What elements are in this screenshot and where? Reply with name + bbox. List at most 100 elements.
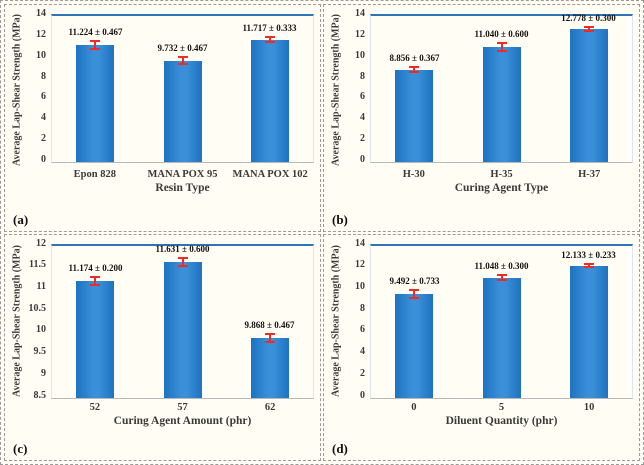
- panel-letter-label: (b): [332, 211, 348, 227]
- bar: [250, 39, 289, 162]
- y-axis-tick-label: 11.5: [29, 259, 46, 271]
- y-axis-tick-label: 6: [360, 91, 365, 103]
- y-axis-tick-label: 12: [36, 237, 46, 249]
- error-bar: [583, 263, 594, 269]
- y-axis-tick-label: 2: [360, 133, 365, 145]
- panel-letter-label: (d): [332, 441, 348, 456]
- bar: [163, 60, 202, 162]
- data-label: 11.174 ± 0.200: [68, 263, 123, 274]
- x-axis-category-labels: 0 5 10: [370, 402, 633, 413]
- error-bar: [409, 65, 420, 74]
- error-bar: [90, 276, 101, 287]
- x-axis-category-label: Epon 828: [73, 168, 116, 180]
- y-axis-tick-label: 11: [36, 280, 46, 292]
- y-axis-tick-label: 14: [355, 8, 365, 19]
- bar: [482, 46, 521, 162]
- y-axis-tick-label: 8: [41, 70, 46, 82]
- error-bar-line: [500, 274, 503, 281]
- error-bar-line: [181, 55, 184, 66]
- x-axis-title: Curing Agent Type: [454, 181, 549, 194]
- y-axis-tick-label: 0: [41, 154, 46, 165]
- error-bar-line: [268, 333, 271, 344]
- y-axis-tick-label: 4: [360, 346, 365, 358]
- y-axis-title: Average Lap-Shear Strength (MPa): [330, 14, 342, 166]
- y-axis-ticks: 0 2 4 6 8 10 12 14: [344, 238, 370, 401]
- y-axis-tick-label: 12: [355, 259, 365, 271]
- x-axis-category-label: H-37: [578, 168, 601, 180]
- chart-panel-c: Average Lap-Shear Strength (MPa) 8.5 9 9.5…: [4, 233, 321, 461]
- error-bar-line: [94, 40, 97, 50]
- x-axis-category-labels: Epon 828 MANA POX 95 MANA POX 102: [51, 169, 314, 180]
- x-axis-title: Diluent Quantity (phr): [445, 414, 558, 427]
- x-axis-category-label: H-35: [490, 168, 513, 180]
- error-bar: [496, 274, 507, 281]
- data-label: 8.856 ± 0.367: [389, 52, 440, 63]
- bar: [76, 44, 115, 162]
- x-axis-category-label: MANA POX 102: [232, 168, 308, 180]
- x-axis-category-label: 5: [498, 401, 505, 413]
- error-bar-line: [181, 256, 184, 267]
- error-bar: [90, 40, 101, 50]
- bar: [569, 28, 608, 162]
- y-axis-ticks: 0 2 4 6 8 10 12 14: [25, 8, 51, 165]
- bar: [250, 338, 289, 398]
- y-axis-tick-label: 6: [360, 324, 365, 336]
- bar: [569, 265, 608, 398]
- y-axis-tick-label: 4: [360, 112, 365, 124]
- data-label: 12.133 ± 0.233: [561, 250, 616, 261]
- data-label: 11.631 ± 0.600: [155, 243, 210, 254]
- x-axis-category-label: 10: [583, 401, 595, 413]
- x-axis-category-labels: H-30 H-35 H-37: [370, 169, 633, 180]
- x-axis-category-label: MANA POX 95: [147, 168, 218, 180]
- error-bar-line: [500, 41, 503, 52]
- y-axis-ticks: 0 2 4 6 8 10 12 14: [344, 8, 370, 165]
- y-axis-tick-label: 10.5: [28, 302, 47, 314]
- x-axis-category-label: 52: [89, 401, 101, 413]
- plot-area: 11.224 ± 0.467 9.732 ± 0.467 11.717 ± 0.33…: [51, 14, 314, 163]
- panel-letter-label: (c): [13, 441, 28, 456]
- y-axis-tick-label: 2: [41, 133, 46, 145]
- y-axis-tick-label: 9.5: [33, 346, 47, 358]
- error-bar-line: [94, 276, 97, 287]
- x-axis-category-label: H-30: [402, 168, 425, 180]
- error-bar-line: [587, 25, 590, 32]
- y-axis-tick-label: 10: [36, 49, 46, 61]
- error-bar: [264, 36, 275, 44]
- error-bar: [264, 333, 275, 344]
- y-axis-tick-label: 4: [41, 112, 46, 124]
- error-bar: [583, 25, 594, 33]
- data-label: 12.778 ± 0.300: [561, 12, 616, 23]
- error-bar: [496, 41, 507, 52]
- chart-area: Average Lap-Shear Strength (MPa) 0 2 4 6 8 10…: [9, 8, 316, 166]
- data-label: 11.717 ± 0.333: [242, 23, 297, 34]
- data-label: 9.492 ± 0.733: [389, 276, 440, 287]
- y-axis-tick-label: 12: [36, 28, 46, 40]
- x-axis-category-labels: 52 57 62: [51, 402, 314, 413]
- error-bar-line: [413, 65, 416, 74]
- error-bar: [409, 289, 420, 300]
- chart-panel-d: Average Lap-Shear Strength (MPa) 0 2 4 6 8 10…: [323, 233, 640, 461]
- panel-letter-label: (a): [13, 211, 29, 227]
- data-label: 9.868 ± 0.467: [244, 320, 295, 331]
- error-bar-line: [587, 263, 590, 269]
- y-axis-title: Average Lap-Shear Strength (MPa): [11, 14, 23, 166]
- error-bar: [177, 55, 188, 66]
- y-axis-tick-label: 0: [360, 154, 365, 165]
- y-axis-ticks: 8.5 9 9.5 10 10.5 11 11.5 12: [25, 238, 51, 401]
- y-axis-tick-label: 12: [355, 28, 365, 40]
- y-axis-tick-label: 14: [36, 8, 46, 19]
- data-label: 11.224 ± 0.467: [68, 27, 123, 38]
- x-axis-category-label: 0: [411, 401, 417, 413]
- plot-area: 11.174 ± 0.200 11.631 ± 0.600 9.868 ± 0.46…: [51, 243, 314, 399]
- y-axis-tick-label: 10: [355, 280, 365, 292]
- data-label: 9.732 ± 0.467: [157, 42, 208, 53]
- y-axis-tick-label: 8.5: [33, 389, 47, 401]
- bar: [395, 294, 434, 398]
- x-axis-category-label: 57: [177, 401, 188, 413]
- chart-area: Average Lap-Shear Strength (MPa) 0 2 4 6 8 10…: [328, 238, 635, 401]
- plot-area: 8.856 ± 0.367 11.040 ± 0.600 12.778 ± 0.30…: [370, 12, 633, 163]
- error-bar-line: [268, 36, 271, 44]
- x-axis-category-label: 62: [264, 401, 276, 413]
- y-axis-tick-label: 0: [360, 389, 365, 401]
